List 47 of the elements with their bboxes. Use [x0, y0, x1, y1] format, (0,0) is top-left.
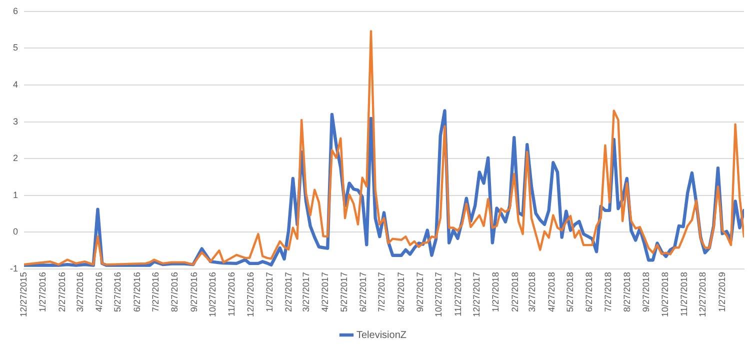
x-tick-label: 4/27/2016 [94, 272, 104, 312]
x-tick-label: 10/27/2017 [434, 272, 444, 318]
x-tick-label: 10/27/2016 [207, 272, 218, 318]
x-tick-label: 12/27/2017 [471, 272, 482, 318]
x-tick-label: 11/27/2017 [452, 272, 463, 316]
x-tick-label: 3/27/2016 [74, 272, 85, 312]
x-tick-label: 3/27/2017 [301, 272, 312, 312]
x-tick-label: 6/27/2017 [358, 272, 368, 312]
x-tick-label: 7/27/2016 [150, 272, 160, 312]
x-tick-label: 9/27/2016 [188, 272, 199, 312]
x-tick-label: 8/27/2017 [396, 272, 406, 312]
x-tick-label: 6/27/2018 [584, 272, 594, 312]
x-tick-label: 7/27/2018 [602, 272, 613, 312]
x-tick-label: 12/27/2016 [245, 272, 256, 318]
x-tick-label: 11/27/2016 [226, 272, 237, 316]
y-tick-label: 5 [12, 42, 18, 53]
x-tick-label: 8/27/2016 [170, 272, 180, 312]
x-tick-label: 2/27/2018 [510, 272, 520, 312]
x-tick-label: 4/27/2018 [546, 272, 556, 312]
x-tick-label: 9/27/2017 [415, 272, 426, 312]
x-tick-label: 3/27/2018 [527, 272, 538, 312]
y-tick-label: 6 [12, 6, 18, 16]
x-tick-label: 11/27/2018 [679, 272, 689, 316]
x-tick-label: 1/27/2016 [38, 272, 48, 312]
x-tick-label: 1/27/2019 [716, 272, 727, 312]
x-tick-label: 1/27/2018 [490, 272, 501, 312]
x-tick-label: 12/27/2018 [698, 272, 708, 318]
y-tick-label: 2 [12, 153, 18, 164]
y-tick-label: 3 [12, 116, 18, 126]
x-tick-label: 5/27/2016 [112, 272, 123, 312]
x-tick-label: 10/27/2018 [660, 272, 670, 318]
x-tick-label: 12/27/2015 [18, 272, 28, 318]
x-tick-label: 8/27/2018 [622, 272, 632, 312]
x-tick-label: 4/27/2017 [320, 272, 330, 312]
legend-label: TelevisionZ [356, 330, 407, 341]
y-tick-label: 1 [12, 190, 18, 200]
x-tick-label: 2/27/2017 [284, 272, 294, 312]
x-tick-label: 2/27/2016 [56, 272, 67, 312]
x-tick-label: 1/27/2017 [264, 272, 274, 312]
x-tick-label: 7/27/2017 [376, 272, 387, 312]
y-tick-label: -1 [10, 263, 18, 274]
x-tick-label: 6/27/2016 [132, 272, 142, 312]
x-tick-label: 9/27/2018 [641, 272, 652, 312]
x-tick-label: 5/27/2017 [338, 272, 349, 312]
x-tick-label: 5/27/2018 [564, 272, 575, 312]
y-tick-label: 4 [12, 79, 18, 90]
y-tick-label: 0 [12, 226, 18, 237]
